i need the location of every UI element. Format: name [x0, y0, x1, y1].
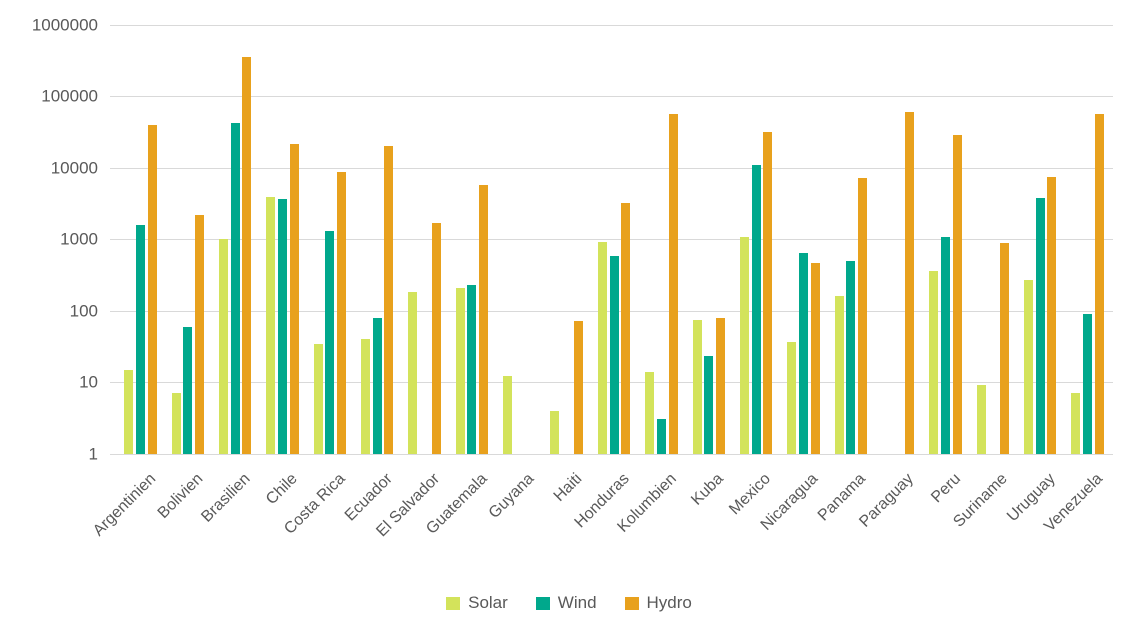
- legend-label-solar: Solar: [468, 593, 508, 612]
- x-axis-label-chile: Chile: [263, 470, 301, 509]
- bar-solar-guatemala: [455, 287, 465, 454]
- x-axis-label-haiti: Haiti: [550, 470, 585, 505]
- legend-swatch-solar: [446, 596, 461, 610]
- bar-hydro-brasilien: [242, 56, 252, 454]
- legend-label-wind: Wind: [557, 593, 597, 612]
- bar-wind-chile: [278, 198, 288, 454]
- bar-solar-suriname: [976, 385, 986, 454]
- bar-solar-ecuador: [361, 339, 371, 454]
- y-axis-tick-label: 10: [79, 372, 98, 392]
- bar-hydro-argentinien: [147, 124, 157, 454]
- bar-solar-kuba: [692, 320, 702, 454]
- bar-wind-kolumbien: [656, 419, 666, 454]
- bar-wind-costa-rica: [325, 231, 335, 454]
- bar-hydro-haiti: [573, 320, 583, 454]
- bar-hydro-el-salvador: [431, 222, 441, 454]
- bar-wind-venezuela: [1083, 313, 1092, 454]
- bar-hydro-costa-rica: [337, 171, 347, 454]
- bar-wind-kuba: [704, 356, 714, 454]
- legend-swatch-wind: [535, 596, 550, 610]
- bar-wind-brasilien: [230, 123, 240, 454]
- gridline: [110, 453, 1113, 455]
- x-axis-label-argentinien: Argentinien: [89, 470, 159, 540]
- bar-wind-ecuador: [372, 317, 382, 454]
- x-axis-label-kuba: Kuba: [688, 470, 728, 509]
- x-axis-label-brasilien: Brasilien: [198, 470, 254, 526]
- y-axis-tick-label: 100000: [41, 86, 98, 106]
- bar-wind-peru: [940, 236, 950, 454]
- bar-hydro-mexico: [763, 131, 773, 454]
- chart-legend: Solar Wind Hydro: [0, 593, 1138, 613]
- y-axis-tick-label: 1000: [60, 229, 98, 249]
- legend-label-hydro: Hydro: [646, 593, 692, 612]
- gridline: [110, 167, 1113, 169]
- bar-hydro-kuba: [715, 317, 725, 454]
- bar-hydro-peru: [952, 134, 962, 454]
- bar-hydro-honduras: [621, 203, 631, 454]
- bar-hydro-nicaragua: [810, 262, 820, 454]
- bar-solar-mexico: [739, 237, 749, 454]
- bar-wind-nicaragua: [798, 252, 808, 454]
- legend-swatch-hydro: [624, 596, 639, 610]
- bar-solar-venezuela: [1071, 393, 1081, 454]
- bar-solar-panama: [834, 296, 844, 454]
- bar-wind-honduras: [609, 256, 619, 454]
- x-axis-label-peru: Peru: [927, 470, 964, 507]
- bar-solar-chile: [266, 197, 276, 454]
- bar-solar-argentinien: [124, 369, 134, 454]
- bar-solar-honduras: [597, 241, 607, 454]
- bar-wind-bolivien: [183, 326, 193, 454]
- gridline: [110, 25, 1113, 26]
- bar-wind-panama: [846, 260, 856, 454]
- y-axis-tick-label: 1000000: [31, 15, 98, 35]
- bar-hydro-ecuador: [384, 146, 394, 454]
- bar-hydro-kolumbien: [668, 114, 678, 454]
- bar-wind-argentinien: [136, 224, 145, 454]
- y-axis-tick-label: 10000: [50, 158, 98, 178]
- bar-hydro-panama: [857, 177, 867, 454]
- bar-hydro-guatemala: [479, 184, 489, 454]
- bar-wind-mexico: [751, 165, 761, 454]
- legend-item-wind: Wind: [535, 593, 597, 613]
- y-axis-tick-label: 100: [69, 301, 98, 321]
- bar-hydro-uruguay: [1047, 176, 1057, 454]
- bar-solar-kolumbien: [645, 371, 655, 454]
- bar-solar-haiti: [550, 410, 560, 454]
- bar-wind-uruguay: [1035, 197, 1045, 454]
- bar-solar-costa-rica: [313, 344, 323, 454]
- bar-solar-guyana: [503, 376, 513, 454]
- bar-hydro-chile: [289, 144, 299, 454]
- gridline: [110, 239, 1113, 241]
- bar-solar-uruguay: [1023, 279, 1033, 454]
- bar-solar-el-salvador: [408, 292, 418, 454]
- bar-hydro-paraguay: [905, 112, 915, 454]
- bar-solar-peru: [929, 270, 939, 454]
- bar-hydro-venezuela: [1094, 114, 1104, 454]
- bar-hydro-suriname: [1000, 242, 1009, 454]
- bar-wind-guatemala: [467, 284, 477, 454]
- legend-item-hydro: Hydro: [624, 593, 692, 613]
- legend-item-solar: Solar: [446, 593, 508, 613]
- y-axis-tick-label: 1: [88, 444, 98, 463]
- bar-solar-brasilien: [219, 239, 228, 454]
- bar-hydro-bolivien: [195, 214, 205, 454]
- bar-solar-nicaragua: [787, 342, 797, 454]
- x-axis-label-guyana: Guyana: [485, 470, 538, 522]
- bar-solar-bolivien: [171, 393, 181, 454]
- gridline: [110, 96, 1113, 98]
